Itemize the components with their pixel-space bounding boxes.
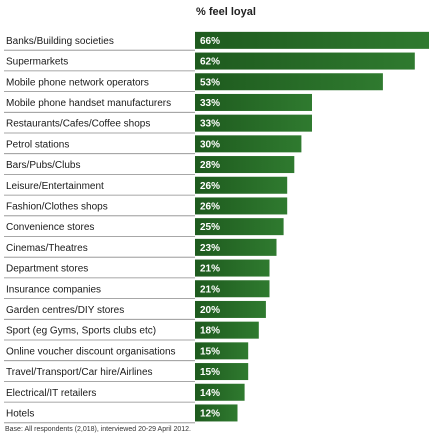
category-label: Mobile phone handset manufacturers [6,98,171,109]
value-label: 53% [200,77,220,88]
column-header: % feel loyal [196,6,256,18]
bar [195,218,284,236]
value-label: 28% [200,160,220,171]
value-label: 15% [200,346,220,357]
value-label: 23% [200,243,220,254]
category-label: Sport (eg Gyms, Sports clubs etc) [6,326,156,337]
bar [195,31,429,49]
bar [195,300,266,318]
value-label: 33% [200,98,220,109]
value-label: 33% [200,119,220,130]
category-label: Fashion/Clothes shops [6,201,108,212]
bar [195,383,245,401]
category-label: Banks/Building societies [6,36,114,47]
value-label: 62% [200,57,220,68]
category-label: Leisure/Entertainment [6,181,104,192]
value-label: 12% [200,408,220,419]
bar [195,73,383,91]
value-label: 25% [200,222,220,233]
bar [195,176,288,194]
category-label: Bars/Pubs/Clubs [6,160,80,171]
bar [195,404,238,422]
category-label: Restaurants/Cafes/Coffee shops [6,119,150,130]
category-label: Petrol stations [6,139,69,150]
category-label: Department stores [6,264,88,275]
bar [195,197,288,215]
footnote: Base: All respondents (2,018), interview… [5,426,192,433]
bar [195,363,249,381]
bar [195,156,295,174]
value-label: 18% [200,326,220,337]
category-label: Online voucher discount organisations [6,346,176,357]
value-label: 21% [200,264,220,275]
category-label: Mobile phone network operators [6,77,149,88]
category-label: Convenience stores [6,222,94,233]
bar [195,280,270,298]
category-label: Travel/Transport/Car hire/Airlines [6,367,153,378]
value-label: 21% [200,284,220,295]
category-label: Hotels [6,408,34,419]
value-label: 26% [200,181,220,192]
bar [195,52,415,70]
value-label: 15% [200,367,220,378]
bar [195,135,302,153]
category-label: Garden centres/DIY stores [6,305,124,316]
bar [195,259,270,277]
category-label: Cinemas/Theatres [6,243,88,254]
value-label: 20% [200,305,220,316]
bar [195,93,312,111]
bar [195,238,277,256]
value-label: 66% [200,36,220,47]
category-label: Electrical/IT retailers [6,388,96,399]
value-label: 26% [200,201,220,212]
category-label: Insurance companies [6,284,101,295]
bar [195,342,249,360]
value-label: 14% [200,388,220,399]
value-label: 30% [200,139,220,150]
bar [195,321,259,339]
category-label: Supermarkets [6,57,68,68]
bar [195,114,312,132]
